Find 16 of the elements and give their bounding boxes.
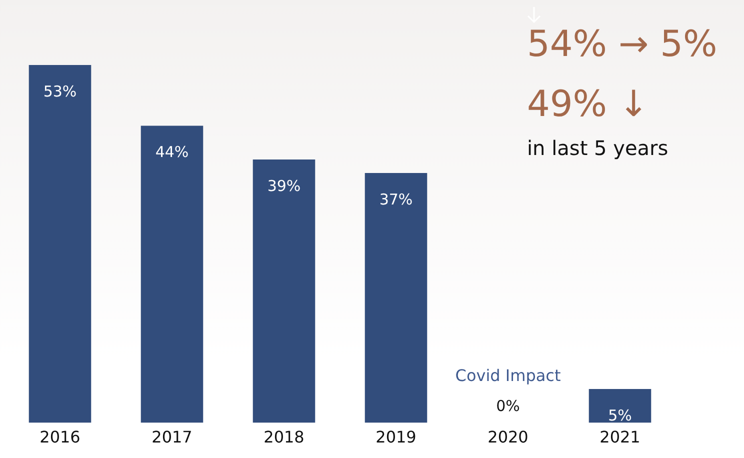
data-label: 39%	[267, 176, 301, 195]
annotation: 49% ↓	[527, 84, 649, 125]
data-label: 44%	[155, 143, 189, 162]
x-tick-label: 2021	[600, 428, 640, 447]
x-tick-label: 2020	[488, 428, 528, 447]
annotation: Covid Impact	[455, 366, 561, 385]
data-label: 0%	[496, 397, 520, 416]
data-label: 53%	[43, 82, 77, 100]
data-label: 5%	[608, 406, 632, 424]
x-tick-label: 2016	[40, 428, 80, 447]
x-tick-label: 2019	[376, 428, 416, 447]
x-tick-label: 2017	[152, 428, 192, 447]
data-label: 37%	[379, 190, 413, 208]
annotation: in last 5 years	[527, 136, 668, 160]
x-tick-label: 2018	[264, 428, 304, 447]
annotation: 54% → 5%	[527, 24, 718, 65]
